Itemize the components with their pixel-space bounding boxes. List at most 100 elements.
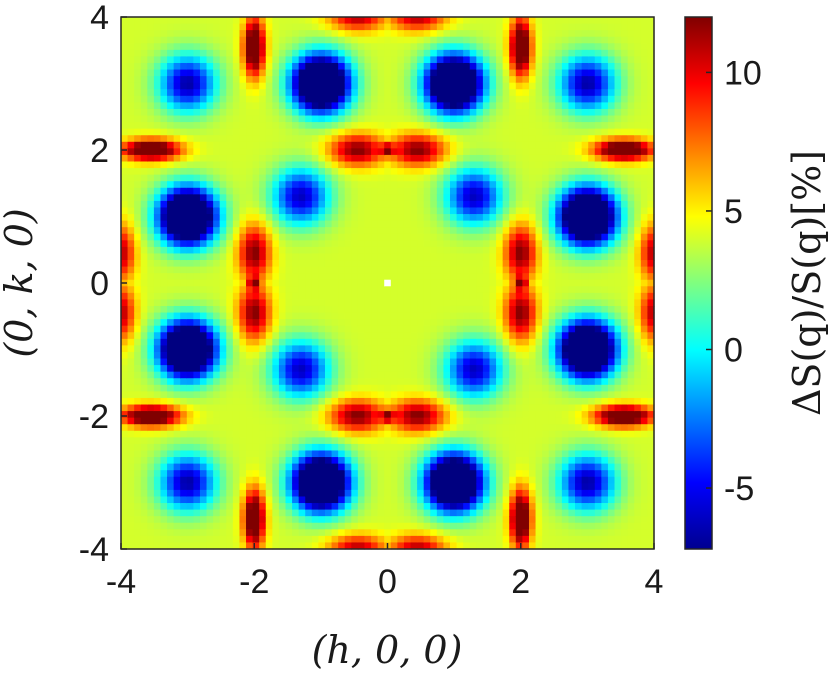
heatmap-cell xyxy=(456,161,464,169)
heatmap-cell xyxy=(482,470,491,478)
heatmap-cell xyxy=(443,312,451,320)
heatmap-cell xyxy=(173,62,181,71)
heatmap-cell xyxy=(213,69,221,77)
heatmap-cell xyxy=(357,122,366,130)
heatmap-cell xyxy=(252,181,260,189)
heatmap-cell xyxy=(496,82,504,90)
heatmap-cell xyxy=(338,542,346,550)
heatmap-cell xyxy=(226,516,234,524)
heatmap-cell xyxy=(199,23,208,31)
heatmap-cell xyxy=(226,338,234,346)
heatmap-cell xyxy=(252,424,260,432)
heatmap-cell xyxy=(173,397,181,406)
heatmap-cell xyxy=(436,141,445,149)
heatmap-cell xyxy=(456,529,464,537)
heatmap-cell xyxy=(515,503,523,511)
heatmap-cell xyxy=(364,483,372,491)
heatmap-cell xyxy=(186,450,194,458)
heatmap-cell xyxy=(298,135,306,143)
heatmap-cell xyxy=(417,200,425,209)
heatmap-cell xyxy=(430,332,438,340)
heatmap-cell xyxy=(482,273,491,281)
heatmap-cell xyxy=(285,286,293,294)
heatmap-cell xyxy=(180,36,188,44)
heatmap-cell xyxy=(344,397,352,406)
heatmap-cell xyxy=(377,470,385,478)
heatmap-cell xyxy=(259,76,267,84)
heatmap-cell xyxy=(127,503,135,511)
heatmap-cell xyxy=(272,273,280,281)
heatmap-cell xyxy=(410,286,418,294)
heatmap-cell xyxy=(515,299,523,307)
heatmap-cell xyxy=(390,463,398,471)
heatmap-cell xyxy=(469,443,477,452)
heatmap-cell xyxy=(246,220,254,228)
heatmap-cell xyxy=(377,437,385,445)
heatmap-cell xyxy=(377,503,385,511)
heatmap-cell xyxy=(246,141,254,149)
heatmap-cell xyxy=(463,246,471,255)
heatmap-cell xyxy=(239,286,247,294)
heatmap-cell xyxy=(213,62,221,71)
heatmap-cell xyxy=(311,476,320,484)
heatmap-cell xyxy=(390,489,398,498)
heatmap-cell xyxy=(338,443,346,452)
heatmap-cell xyxy=(463,154,471,163)
heatmap-cell xyxy=(423,95,431,103)
heatmap-cell xyxy=(147,503,155,511)
heatmap-cell xyxy=(397,305,405,314)
heatmap-cell xyxy=(167,450,175,458)
heatmap-cell xyxy=(351,69,359,77)
heatmap-cell xyxy=(515,529,523,537)
heatmap-cell xyxy=(246,260,254,268)
heatmap-cell xyxy=(232,542,241,550)
heatmap-cell xyxy=(410,266,418,274)
heatmap-cell xyxy=(417,148,425,156)
heatmap-cell xyxy=(430,56,438,64)
heatmap-cell xyxy=(180,450,188,458)
heatmap-cell xyxy=(160,115,168,123)
heatmap-cell xyxy=(476,391,484,399)
heatmap-cell xyxy=(430,443,438,452)
heatmap-cell xyxy=(226,279,234,287)
heatmap-cell xyxy=(134,332,142,340)
heatmap-cell xyxy=(509,233,517,241)
heatmap-cell xyxy=(239,220,247,228)
heatmap-cell xyxy=(351,154,359,163)
heatmap-cell xyxy=(180,365,188,373)
heatmap-cell xyxy=(522,233,530,241)
heatmap-cell xyxy=(127,240,135,248)
heatmap-cell xyxy=(292,69,300,77)
heatmap-cell xyxy=(351,181,359,189)
heatmap-cell xyxy=(140,240,148,248)
heatmap-cell xyxy=(186,135,194,143)
heatmap-cell xyxy=(502,411,510,419)
heatmap-cell xyxy=(173,194,181,202)
heatmap-cell xyxy=(318,457,326,465)
heatmap-cell xyxy=(423,351,431,360)
heatmap-cell xyxy=(410,95,418,103)
heatmap-cell xyxy=(430,174,438,182)
heatmap-cell xyxy=(206,227,214,235)
heatmap-cell xyxy=(186,62,194,71)
heatmap-cell xyxy=(127,529,135,537)
heatmap-cell xyxy=(140,154,148,163)
heatmap-cell xyxy=(167,365,175,373)
heatmap-cell xyxy=(522,358,530,366)
heatmap-cell xyxy=(489,161,497,169)
heatmap-cell xyxy=(430,154,438,163)
heatmap-cell xyxy=(232,115,241,123)
heatmap-cell xyxy=(509,108,517,117)
heatmap-cell xyxy=(351,443,359,452)
heatmap-cell xyxy=(272,56,280,64)
heatmap-cell xyxy=(324,463,333,471)
heatmap-cell xyxy=(469,102,477,110)
heatmap-cell xyxy=(377,69,385,77)
heatmap-cell xyxy=(140,220,148,228)
heatmap-cell xyxy=(344,220,352,228)
heatmap-cell xyxy=(265,535,273,544)
heatmap-cell xyxy=(430,457,438,465)
heatmap-cell xyxy=(180,181,188,189)
heatmap-cell xyxy=(186,115,194,123)
heatmap-cell xyxy=(502,49,510,58)
